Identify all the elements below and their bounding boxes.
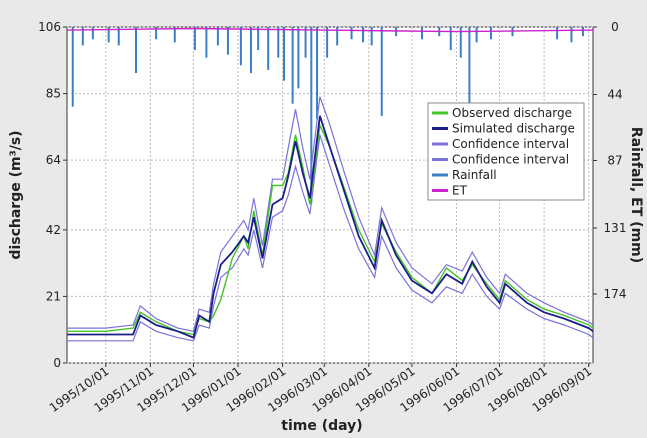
rain-bar [117, 27, 120, 46]
legend-label: Simulated discharge [452, 122, 575, 136]
rain-bar [468, 27, 471, 132]
rain-bar [134, 27, 137, 74]
rain-bar [362, 27, 365, 43]
rain-bar [267, 27, 270, 70]
series-line [67, 134, 594, 342]
y-tick-label: 64 [46, 153, 61, 167]
series-line [67, 115, 594, 339]
y2-tick-label: 87 [607, 153, 622, 167]
rain-bar [489, 27, 492, 40]
y2-axis-label: Rainfall, ET (mm) [628, 127, 644, 263]
x-axis-label: time (day) [281, 418, 362, 434]
rain-bar [155, 27, 158, 40]
rain-bar [249, 27, 252, 74]
rain-bar [283, 27, 286, 81]
rain-bar [449, 27, 452, 51]
rain-bar [291, 27, 294, 104]
rain-bar [459, 27, 462, 58]
rain-bar [173, 27, 176, 43]
rain-bar [81, 27, 84, 46]
rain-bar [310, 27, 313, 204]
legend-label: ET [452, 184, 468, 198]
rain-bar [71, 27, 74, 107]
rain-bar [336, 27, 339, 46]
rain-bar [380, 27, 383, 116]
rain-bar [239, 27, 242, 66]
legend-box [427, 102, 585, 201]
rain-bar [370, 27, 373, 46]
rain-bar [350, 27, 353, 40]
y-tick-label: 21 [46, 289, 61, 303]
rain-bar [475, 27, 478, 43]
y-tick-label: 42 [46, 223, 61, 237]
rain-bar [107, 27, 110, 43]
y2-tick-label: 174 [604, 287, 627, 301]
y2-tick-label: 0 [611, 20, 619, 34]
legend-label: Confidence interval [452, 137, 569, 151]
rain-bar [257, 27, 260, 51]
rain-bar [193, 27, 196, 51]
y-tick-label: 0 [53, 356, 61, 370]
rain-bar [205, 27, 208, 58]
rain-bar [91, 27, 94, 40]
rain-bar [297, 27, 300, 89]
series-line [67, 96, 594, 333]
y-tick-label: 85 [46, 87, 61, 101]
rain-bar [277, 27, 280, 58]
y-axis-label: discharge (m³/s) [8, 130, 24, 259]
rain-bar [326, 27, 329, 58]
rain-bar [570, 27, 573, 43]
rain-bar [316, 27, 319, 120]
y2-tick-label: 44 [607, 88, 622, 102]
rain-bar [581, 27, 584, 37]
rain-bar [304, 27, 307, 58]
rain-bar [216, 27, 219, 46]
legend-label: Observed discharge [452, 106, 572, 120]
legend-label: Confidence interval [452, 153, 569, 167]
rain-bar [226, 27, 229, 55]
y2-tick-label: 131 [604, 221, 627, 235]
y-tick-label: 106 [38, 20, 61, 34]
rain-bar [556, 27, 559, 40]
series-line [66, 27, 594, 33]
legend-label: Rainfall [452, 168, 497, 182]
rain-bar [420, 27, 423, 40]
